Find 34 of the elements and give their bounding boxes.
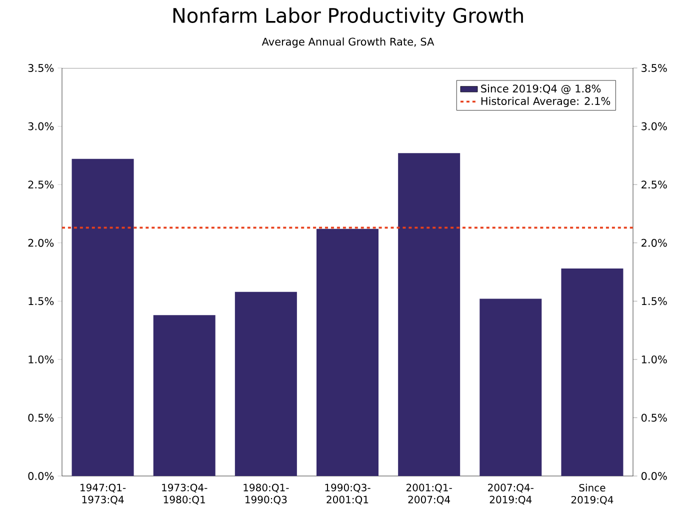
y-tick-label: 0.0% bbox=[28, 472, 54, 480]
bar bbox=[234, 292, 297, 476]
bar bbox=[72, 158, 134, 476]
x-tick-label: 2007:Q4-2019:Q4 bbox=[488, 484, 534, 504]
bar bbox=[398, 153, 460, 476]
bar bbox=[561, 268, 624, 476]
y2-tick-label: 1.5% bbox=[642, 297, 667, 306]
y2-tick-label: 2.5% bbox=[642, 180, 667, 189]
bar bbox=[480, 298, 542, 476]
chart-title: Nonfarm Labor Productivity Growth bbox=[173, 8, 523, 27]
y-tick-label: 1.5% bbox=[28, 297, 54, 306]
chart-subtitle: Average Annual Growth Rate, SA bbox=[262, 38, 434, 48]
y-tick-label: 2.0% bbox=[28, 238, 54, 247]
x-tick-label: 1990:Q3-2001:Q1 bbox=[325, 484, 370, 504]
legend-label: Historical Average: 2.1% bbox=[481, 96, 610, 108]
x-tick-label: 1947:Q1-1973:Q4 bbox=[80, 484, 126, 504]
y2-tick-label: 2.0% bbox=[642, 238, 667, 247]
y-tick-label: 1.0% bbox=[28, 355, 54, 364]
y2-tick-label: 1.0% bbox=[642, 355, 667, 364]
legend-label: Since 2019:Q4 @ 1.8% bbox=[481, 84, 601, 94]
y-tick-label: 2.5% bbox=[28, 180, 54, 189]
y-tick-label: 3.5% bbox=[28, 64, 54, 72]
x-tick-label: Since 2019:Q4 bbox=[571, 484, 614, 505]
y2-tick-label: 0.0% bbox=[641, 472, 667, 480]
y2-tick-label: 3.5% bbox=[642, 64, 667, 72]
y2-tick-label: 0.5% bbox=[641, 414, 667, 422]
x-tick-label: 1973:Q4-1980:Q1 bbox=[162, 484, 208, 504]
bar bbox=[316, 228, 379, 476]
bar bbox=[153, 315, 216, 476]
x-tick-label: 2001:Q1-2007:Q4 bbox=[406, 484, 452, 504]
y-tick-label: 0.5% bbox=[28, 414, 54, 422]
y2-tick-label: 3.0% bbox=[642, 122, 667, 130]
x-tick-label: 1980:Q1-1990:Q3 bbox=[244, 484, 289, 504]
y-tick-label: 3.0% bbox=[28, 122, 54, 130]
